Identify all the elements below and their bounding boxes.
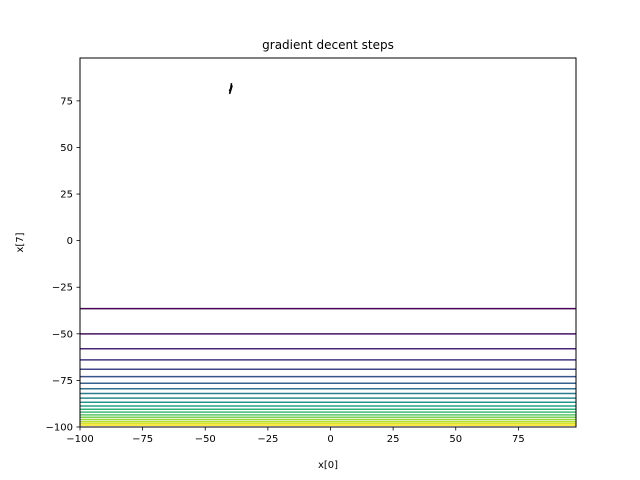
y-axis-label: x[7] [15, 232, 26, 252]
y-tick-label: −75 [52, 376, 73, 387]
x-tick-label: −75 [132, 434, 153, 445]
y-tick-label: 50 [60, 143, 73, 154]
chart-title: gradient decent steps [262, 38, 394, 52]
x-axis-label: x[0] [318, 460, 338, 471]
x-tick-label: 0 [327, 434, 333, 445]
y-tick-label: −25 [52, 283, 73, 294]
x-tick-label: 50 [449, 434, 462, 445]
x-tick-label: −25 [257, 434, 278, 445]
y-tick-label: 0 [67, 236, 73, 247]
y-tick-label: −50 [52, 329, 73, 340]
x-tick-label: −50 [195, 434, 216, 445]
x-tick-label: 25 [387, 434, 400, 445]
y-tick-label: −100 [46, 423, 73, 434]
y-tick-label: 75 [60, 96, 73, 107]
gradient-path-line [228, 83, 233, 95]
x-axis-ticks: −100 −75 −50 −25 0 25 50 75 [66, 427, 525, 445]
x-tick-label: 75 [512, 434, 525, 445]
y-tick-label: 25 [60, 190, 73, 201]
contour-lines [80, 307, 576, 426]
gradient-path [228, 83, 233, 95]
plot-frame [79, 57, 577, 428]
x-tick-label: −100 [66, 434, 93, 445]
y-axis-ticks: −100 −75 −50 −25 0 25 50 75 [46, 96, 80, 434]
